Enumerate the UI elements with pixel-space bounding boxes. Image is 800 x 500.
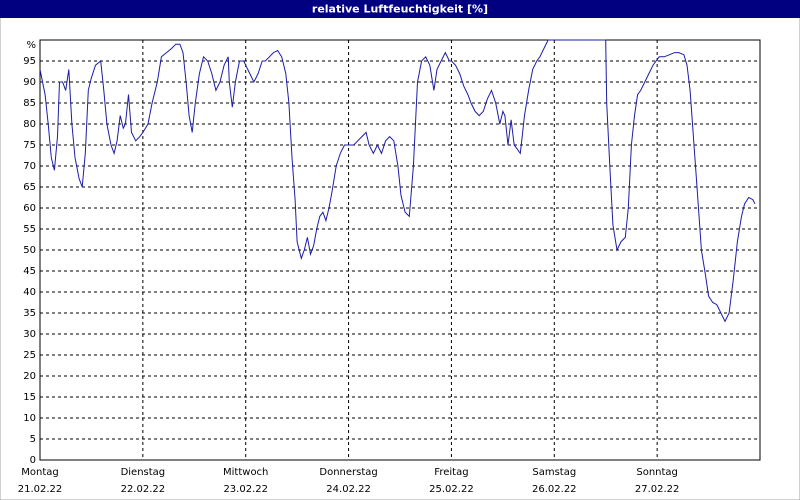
y-tick-label: 15 [23, 392, 36, 403]
y-tick-label: 80 [23, 119, 36, 130]
y-tick-label: 50 [23, 245, 36, 256]
data-line [39, 39, 756, 323]
y-tick-label: 65 [23, 182, 36, 193]
y-tick-label: 45 [23, 266, 36, 277]
y-tick-label: % [26, 40, 36, 51]
y-tick-label: 5 [30, 434, 36, 445]
x-tick-date: 24.02.22 [326, 484, 371, 495]
x-tick-date: 25.02.22 [429, 484, 474, 495]
y-tick-label: 90 [23, 77, 36, 88]
x-tick-date: 27.02.22 [635, 484, 680, 495]
x-tick-label: Mittwoch [223, 467, 268, 478]
y-tick-label: 0 [30, 455, 36, 466]
x-tick-label: Sonntag [636, 467, 678, 478]
y-tick-label: 70 [23, 161, 36, 172]
x-tick-label: Freitag [434, 467, 468, 478]
y-tick-label: 10 [23, 413, 36, 424]
y-tick-label: 95 [23, 56, 36, 67]
x-tick-date: 26.02.22 [532, 484, 577, 495]
y-tick-label: 30 [23, 329, 36, 340]
y-tick-label: 20 [23, 371, 36, 382]
y-tick-label: 85 [23, 98, 36, 109]
title-bar [0, 0, 800, 18]
y-tick-label: 40 [23, 287, 36, 298]
y-tick-label: 25 [23, 350, 36, 361]
y-tick-label: 75 [23, 140, 36, 151]
chart-title: relative Luftfeuchtigkeit [%] [312, 3, 488, 16]
y-tick-label: 55 [23, 224, 36, 235]
x-tick-date: 21.02.22 [18, 484, 63, 495]
x-tick-date: 22.02.22 [121, 484, 166, 495]
y-tick-label: 60 [23, 203, 36, 214]
x-tick-label: Samstag [532, 467, 576, 478]
y-tick-label: 35 [23, 308, 36, 319]
x-tick-date: 23.02.22 [223, 484, 268, 495]
x-tick-label: Dienstag [121, 467, 166, 478]
x-tick-label: Montag [21, 467, 58, 478]
x-tick-label: Donnerstag [319, 467, 377, 478]
